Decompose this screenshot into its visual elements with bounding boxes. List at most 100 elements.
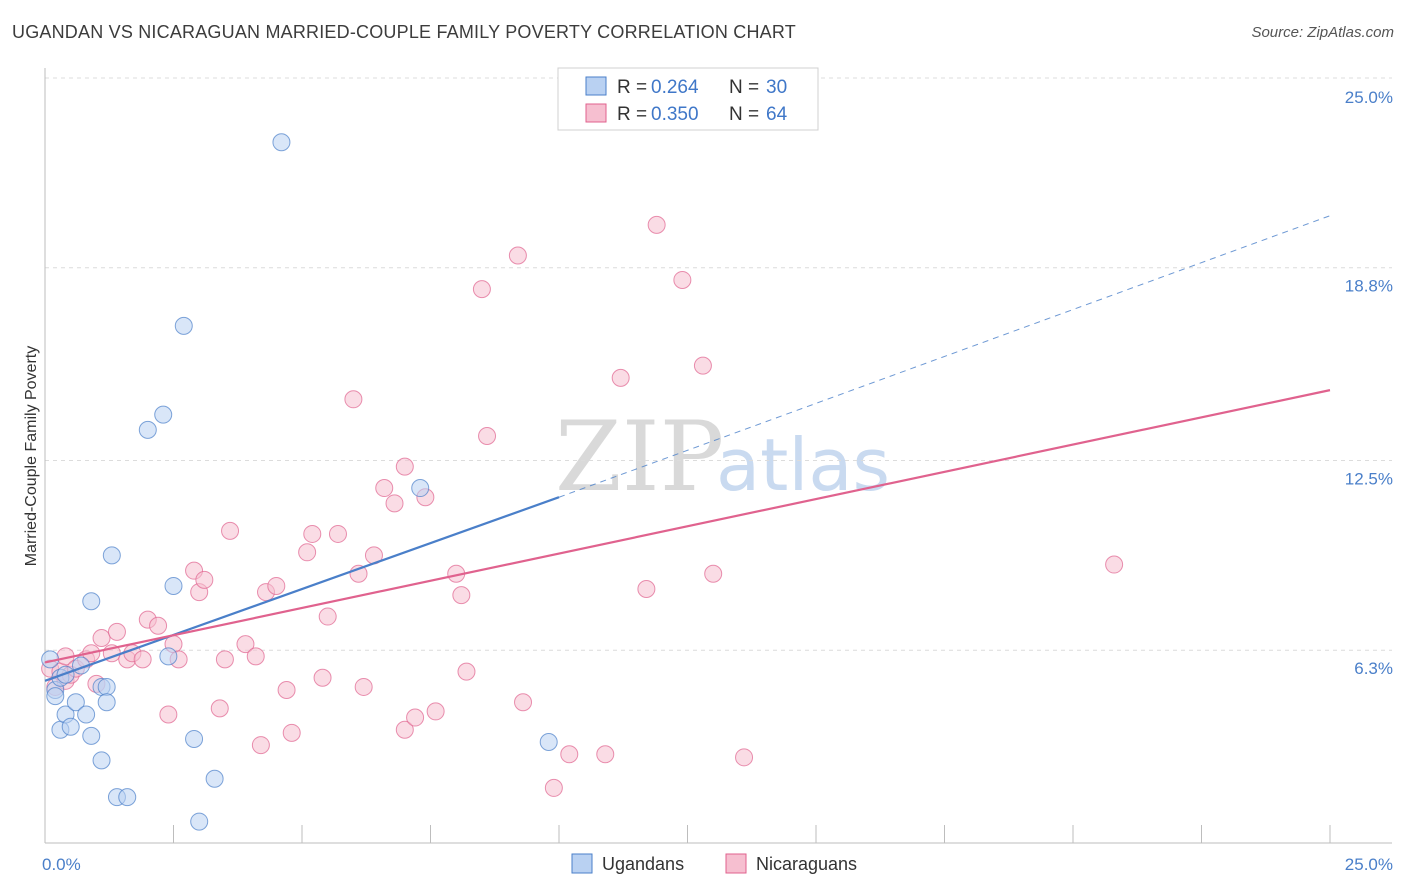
nicaraguan-point (107, 622, 126, 641)
nicaraguan-point (267, 576, 286, 595)
nicaraguan-point (647, 215, 666, 234)
legend: R = 0.264 N = 30 R = 0.350 N = 64 (557, 67, 819, 131)
ugandan-point (77, 705, 96, 724)
y-axis-title: Married-Couple Family Poverty (23, 346, 40, 567)
y-tick-label: 25.0% (1345, 88, 1393, 107)
nicaraguan-point (1105, 555, 1124, 574)
nicaraguan-point (544, 778, 563, 797)
nicaraguan-point (303, 524, 322, 543)
ugandan-point (82, 592, 101, 611)
nicaraguan-point (328, 524, 347, 543)
nicaraguan-point (395, 720, 414, 739)
nicaraguan-point (375, 479, 394, 498)
nicaraguan-point (344, 390, 363, 409)
chart-title: UGANDAN VS NICARAGUAN MARRIED-COUPLE FAM… (12, 22, 796, 42)
ugandan-point (164, 576, 183, 595)
legend-n-label: N = (729, 77, 759, 98)
nicaraguan-point (92, 628, 111, 647)
ugandan-point (118, 788, 137, 807)
ugandans-points (41, 133, 558, 831)
nicaraguan-point (215, 650, 234, 669)
ugandan-point (61, 717, 80, 736)
legend-n-value: 30 (766, 77, 787, 98)
ugandan-point (185, 729, 204, 748)
legend-r-value: 0.350 (651, 104, 699, 125)
source-credit: Source: ZipAtlas.com (1251, 24, 1394, 41)
legend-swatch (585, 103, 607, 123)
legend-n-value: 64 (766, 104, 788, 125)
legend-r-value: 0.264 (651, 77, 699, 98)
nicaraguan-point (693, 356, 712, 375)
nicaraguan-point (406, 708, 425, 727)
ugandan-point (138, 420, 157, 439)
ugandan-point (205, 769, 224, 788)
nicaraguan-point (251, 736, 270, 755)
ugandan-point (46, 687, 65, 706)
nicaraguan-point (704, 564, 723, 583)
ugandan-point (102, 546, 121, 565)
ugandan-point (539, 733, 558, 752)
nicaraguan-point (508, 246, 527, 265)
ugandan-point (97, 693, 116, 712)
nicaraguan-point (246, 647, 265, 666)
y-tick-label: 12.5% (1345, 470, 1393, 489)
nicaraguan-point (236, 635, 255, 654)
nicaraguan-point (457, 662, 476, 681)
nicaraguan-point (395, 457, 414, 476)
ugandan-point (92, 751, 111, 770)
legend-r-label: R = (617, 77, 647, 98)
ugandan-point (190, 812, 209, 831)
nicaraguan-point (149, 616, 168, 635)
ugandan-point (97, 677, 116, 696)
nicaraguan-point (133, 650, 152, 669)
legend-r-label: R = (617, 104, 647, 125)
nicaraguan-point (195, 570, 214, 589)
nicaraguan-point (385, 494, 404, 513)
y-tick-labels: 6.3% 12.5% 18.8% 25.0% (1345, 88, 1393, 678)
nicaraguan-point (354, 677, 373, 696)
bottom-legend: Ugandans Nicaraguans (571, 853, 857, 874)
nicaraguan-point (221, 521, 240, 540)
x-tick-labels: 0.0% 25.0% (42, 855, 1393, 874)
nicaraguan-point (514, 693, 533, 712)
ugandan-point (66, 693, 85, 712)
nicaraguan-point (472, 280, 491, 299)
watermark-atlas: atlas (716, 423, 890, 507)
nicaraguan-point (452, 586, 471, 605)
ugandan-point (154, 405, 173, 424)
nicaraguan-point (611, 368, 630, 387)
y-tick-label: 6.3% (1354, 659, 1393, 678)
ugandan-point (272, 133, 291, 152)
nicaraguan-point (560, 745, 579, 764)
watermark-zip: ZIP (555, 401, 724, 513)
ugandan-trend-extension (558, 215, 1331, 498)
nicaraguan-point (298, 543, 317, 562)
nicaraguan-point (313, 668, 332, 687)
legend-swatch (585, 76, 607, 96)
bottom-legend-label: Nicaraguans (756, 854, 857, 874)
watermark: ZIP atlas (555, 401, 890, 513)
ugandan-point (56, 665, 75, 684)
nicaraguan-point (426, 702, 445, 721)
x-tick-label: 0.0% (42, 855, 81, 874)
nicaraguan-point (277, 681, 296, 699)
nicaraguan-trend-line (44, 389, 1331, 664)
ugandan-point (82, 726, 101, 745)
nicaraguan-point (637, 580, 656, 599)
nicaraguan-point (735, 748, 754, 767)
nicaraguan-point (159, 705, 178, 724)
legend-n-label: N = (729, 104, 759, 125)
nicaraguan-point (210, 699, 229, 718)
nicaraguan-point (673, 270, 692, 289)
ugandan-point (174, 316, 193, 335)
nicaraguan-point (282, 723, 301, 742)
bottom-legend-label: Ugandans (602, 854, 684, 874)
ugandan-point (411, 479, 430, 498)
bottom-legend-swatch (725, 853, 747, 874)
nicaraguan-point (318, 607, 337, 626)
nicaraguan-point (596, 745, 615, 764)
ugandan-point (159, 647, 178, 666)
y-tick-label: 18.8% (1345, 277, 1393, 296)
gridlines (45, 77, 1392, 651)
